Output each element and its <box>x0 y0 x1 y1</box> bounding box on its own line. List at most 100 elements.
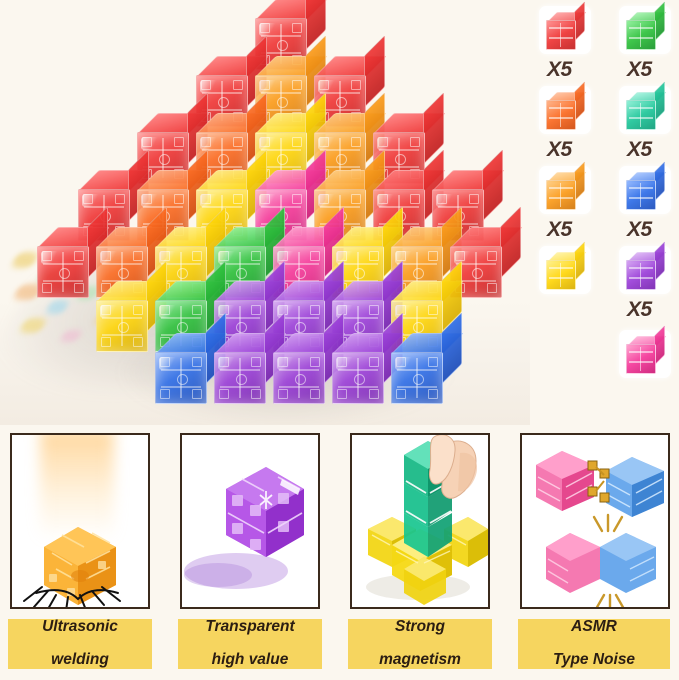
cube-groove <box>338 386 378 388</box>
cube-corner-notch <box>351 80 361 90</box>
cube-groove <box>202 205 242 208</box>
cube-corner-notch <box>192 389 202 399</box>
cube-groove <box>220 386 260 388</box>
cube-groove <box>320 205 360 208</box>
cube-corner-notch <box>142 137 152 147</box>
cube-corner-notch <box>192 251 202 261</box>
cube-corner-notch <box>251 357 261 367</box>
cube-corner-notch <box>192 357 202 367</box>
cube-groove <box>397 386 437 388</box>
cube-corner-notch <box>292 194 302 204</box>
two-cubes-snap-icon <box>536 451 664 607</box>
swatch-count-blue: X5 <box>627 218 652 241</box>
swatch-cell-yellow <box>539 241 599 322</box>
swatch-chip-amber <box>539 161 591 214</box>
mini-cube-groove <box>559 183 562 207</box>
transparent-cube-illustration <box>180 433 320 609</box>
cube-magnet-mark <box>412 321 424 333</box>
cube-groove <box>338 368 378 371</box>
cube-groove <box>220 262 260 265</box>
cube-corner-notch <box>74 283 84 293</box>
cube-corner-notch <box>260 23 270 33</box>
cube-corner-notch <box>174 194 184 204</box>
cube-magnet-mark <box>58 267 70 279</box>
cube-corner-notch <box>396 251 406 261</box>
mini-cube-orange <box>546 81 587 130</box>
cube-corner-notch <box>319 80 329 90</box>
swatch-chip-pink <box>619 325 671 378</box>
cube-corner-notch <box>174 137 184 147</box>
cube-front-face <box>155 352 207 404</box>
asmr-noise-illustration <box>520 433 670 609</box>
cube-corner-notch <box>192 305 202 315</box>
cube-corner-notch <box>42 251 52 261</box>
cube-corner-notch <box>396 389 406 399</box>
swatch-cell-amber: X5 <box>539 161 599 242</box>
feature-panel-ultrasonic[interactable]: Ultrasonic welding <box>2 431 158 674</box>
cube-corner-notch <box>133 305 143 315</box>
heat-beam-icon <box>40 435 114 541</box>
cube-right-face <box>482 149 503 222</box>
cube-groove <box>202 166 242 168</box>
feature-panel-magnetism[interactable]: Strong magnetism <box>342 431 498 674</box>
cube-magnet-mark <box>117 267 129 279</box>
cube-corner-notch <box>319 137 329 147</box>
cube-corner-notch <box>369 389 379 399</box>
mini-cube-groove <box>559 263 562 287</box>
mini-cube-green <box>626 1 667 50</box>
cube-groove <box>379 205 419 208</box>
magnetic-cube <box>214 312 287 404</box>
feature-panel-transparent[interactable]: Transparent high value <box>172 431 328 674</box>
caption-line-2: high value <box>211 651 289 669</box>
cube-groove <box>161 368 201 371</box>
swatch-cell-pink <box>619 325 679 406</box>
cube-corner-notch <box>42 283 52 293</box>
swatch-chip-yellow <box>539 241 591 294</box>
cube-groove <box>279 316 319 319</box>
cube-corner-notch <box>101 305 111 315</box>
feature-panels-row: Ultrasonic welding <box>0 425 679 680</box>
cube-corner-notch <box>260 194 270 204</box>
mini-cube-groove <box>639 183 642 207</box>
magnetic-cube <box>332 312 405 404</box>
cube-magnet-mark <box>294 373 306 385</box>
cube-groove <box>261 52 301 54</box>
mini-cube-front <box>546 180 576 210</box>
cube-corner-notch <box>142 194 152 204</box>
cube-groove <box>320 148 360 151</box>
cube-groove <box>143 148 183 151</box>
mini-cube-groove <box>559 23 562 47</box>
cube-corner-notch <box>251 389 261 399</box>
feature-panel-asmr[interactable]: ASMR Type Noise <box>512 431 676 674</box>
cube-corner-notch <box>378 194 388 204</box>
caption-line-2: magnetism <box>379 651 461 669</box>
cube-corner-notch <box>233 137 243 147</box>
cube-groove <box>202 91 242 94</box>
orange-cube-impact-icon <box>23 527 121 607</box>
cube-corner-notch <box>410 137 420 147</box>
cube-corner-notch <box>201 80 211 90</box>
cube-magnet-mark <box>276 153 288 165</box>
swatch-cell-blue: X5 <box>619 161 679 242</box>
cube-magnet-mark <box>235 373 247 385</box>
cube-corner-notch <box>437 194 447 204</box>
cube-corner-notch <box>201 137 211 147</box>
mini-cube-groove <box>639 103 642 127</box>
cube-magnet-mark <box>353 321 365 333</box>
mini-cube-pink <box>626 325 667 374</box>
cube-magnet-mark <box>158 153 170 165</box>
cube-groove <box>202 148 242 151</box>
cube-magnet-mark <box>235 321 247 333</box>
cube-corner-notch <box>278 389 288 399</box>
cube-corner-notch <box>428 389 438 399</box>
caption-line-2: welding <box>51 651 109 669</box>
cube-corner-notch <box>101 251 111 261</box>
cube-corner-notch <box>233 194 243 204</box>
cube-groove <box>261 205 301 208</box>
cube-corner-notch <box>251 251 261 261</box>
cube-magnet-mark <box>276 96 288 108</box>
cube-corner-notch <box>319 194 329 204</box>
cube-front-face <box>391 352 443 404</box>
caption-line-2: Type Noise <box>552 651 636 669</box>
mini-cube-front <box>626 100 656 130</box>
